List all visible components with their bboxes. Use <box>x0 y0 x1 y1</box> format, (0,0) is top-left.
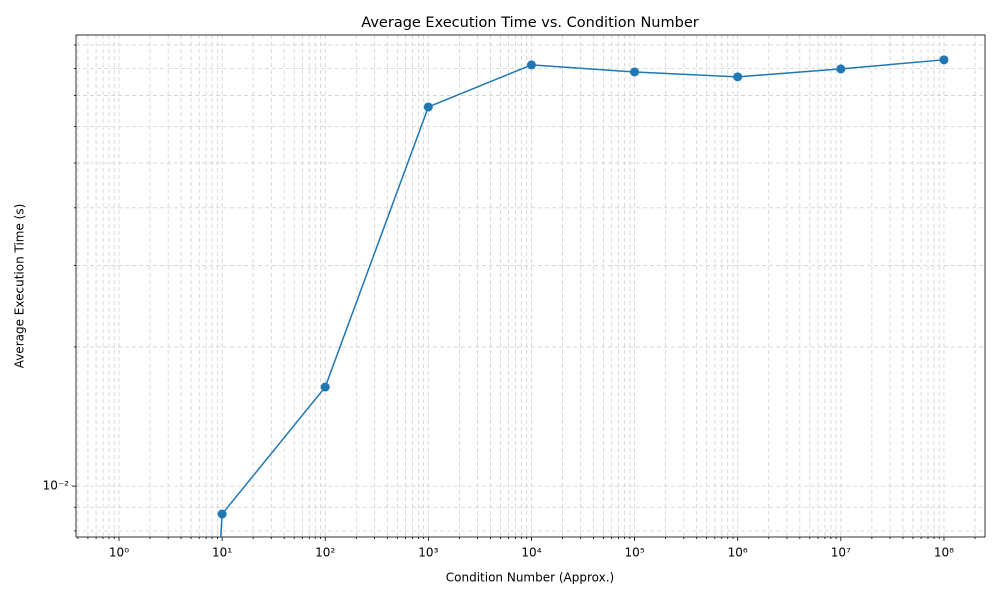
y-axis-label: Average Execution Time (s) <box>13 204 27 369</box>
x-tick-label: 10³ <box>418 546 438 560</box>
x-tick-label: 10⁷ <box>831 546 851 560</box>
x-axis-label: Condition Number (Approx.) <box>446 571 614 585</box>
point <box>630 67 640 77</box>
x-tick-label: 10⁸ <box>934 546 954 560</box>
point <box>836 64 846 74</box>
x-tick-label: 10² <box>315 546 335 560</box>
y-tick-label: 10⁻² <box>43 479 70 493</box>
point <box>423 102 433 112</box>
plot-frame <box>75 34 986 538</box>
x-tick-label: 10¹ <box>212 546 232 560</box>
point <box>217 509 227 519</box>
chart-title: Average Execution Time vs. Condition Num… <box>361 15 698 31</box>
plot-area <box>217 55 949 537</box>
point <box>939 55 949 65</box>
point <box>320 382 330 392</box>
x-tick-label: 10⁰ <box>109 546 129 560</box>
point <box>526 60 536 70</box>
point <box>733 72 743 82</box>
x-tick-label: 10⁵ <box>625 546 645 560</box>
x-tick-label: 10⁴ <box>521 546 541 560</box>
x-tick-label: 10⁶ <box>728 546 748 560</box>
